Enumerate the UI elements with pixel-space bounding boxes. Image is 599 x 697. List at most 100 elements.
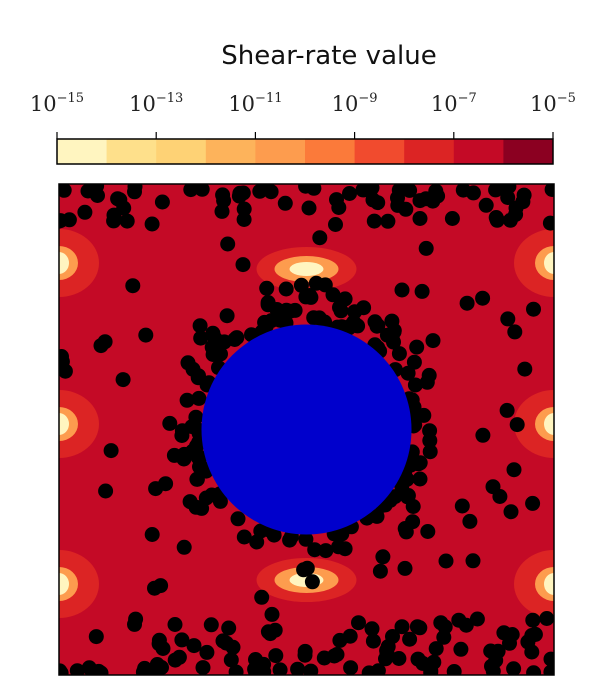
particle <box>422 444 438 460</box>
particle <box>414 283 430 299</box>
tick-exponent: −7 <box>458 91 477 106</box>
particle <box>379 327 395 343</box>
particle <box>428 641 444 657</box>
particle <box>272 662 288 675</box>
colorbar-segment <box>503 139 554 164</box>
particle <box>59 184 72 198</box>
particle <box>475 290 491 306</box>
particle <box>451 612 467 628</box>
tick-base: 10 <box>332 92 359 116</box>
particle <box>394 282 410 298</box>
particle <box>166 447 182 463</box>
edge-hotspot-outer <box>514 550 554 618</box>
particle <box>500 190 516 205</box>
particle <box>465 185 481 201</box>
particle <box>303 663 319 675</box>
particle <box>391 346 407 362</box>
particle <box>543 651 554 667</box>
particle <box>254 589 270 605</box>
colorbar-tick-label: 10−5 <box>530 91 576 116</box>
particle <box>351 615 366 631</box>
particle <box>375 549 391 565</box>
particle <box>180 355 196 371</box>
particle <box>437 619 453 635</box>
particle <box>298 289 314 305</box>
particle <box>260 624 276 640</box>
particle <box>81 660 97 675</box>
colorbar-segment <box>57 139 108 164</box>
particle <box>194 500 210 516</box>
colorbar-segment <box>404 139 455 164</box>
colorbar-segment <box>354 139 405 164</box>
particle <box>307 542 323 558</box>
particle <box>425 333 441 349</box>
particle <box>207 331 223 347</box>
particle <box>496 625 512 641</box>
colorbar-segment <box>205 139 256 164</box>
particle <box>380 213 396 229</box>
particle <box>215 633 231 649</box>
particle <box>287 302 303 318</box>
particle <box>399 471 415 487</box>
particle <box>485 663 501 675</box>
particle <box>328 217 343 232</box>
particle <box>89 184 105 194</box>
colorbar-tick-label: 10−13 <box>129 91 183 116</box>
particle <box>228 664 244 675</box>
particle <box>296 562 312 578</box>
colorbar-tick-label: 10−7 <box>431 91 477 116</box>
particle <box>235 257 251 273</box>
particle <box>444 211 460 226</box>
particle <box>259 280 275 296</box>
particle <box>475 427 491 443</box>
tick-exponent: −11 <box>255 91 282 106</box>
particle <box>144 216 160 232</box>
particle <box>365 633 381 649</box>
particle <box>356 184 372 198</box>
particle <box>509 417 525 433</box>
particle <box>416 407 432 423</box>
plot-frame <box>58 183 555 676</box>
particle <box>192 459 207 475</box>
particle <box>316 650 332 666</box>
particle <box>290 661 306 675</box>
colorbar-segment <box>453 139 504 164</box>
shear-rate-field <box>59 184 554 675</box>
edge-hotspot-peak <box>544 573 554 595</box>
particle <box>459 295 475 311</box>
particle <box>391 184 407 198</box>
particle <box>410 651 426 667</box>
cylinder-obstacle <box>201 324 412 535</box>
particle <box>192 318 208 334</box>
colorbar-tick-labels: 10−15 10−13 10−11 10−9 10−7 10−5 <box>30 91 576 139</box>
tick-base: 10 <box>30 92 57 116</box>
particle <box>372 563 388 579</box>
particle <box>195 660 211 675</box>
particle <box>144 527 160 542</box>
particle <box>517 361 533 377</box>
particle <box>409 339 425 355</box>
particle <box>500 311 516 327</box>
particle <box>503 504 519 520</box>
particle <box>308 275 324 291</box>
particle <box>306 310 322 326</box>
particle <box>268 648 284 664</box>
particle <box>171 649 187 665</box>
particle <box>174 632 190 648</box>
particle <box>103 443 119 459</box>
particle <box>506 462 522 478</box>
particle <box>318 543 334 559</box>
particle <box>223 652 239 668</box>
particle <box>176 539 192 555</box>
particle <box>524 644 540 660</box>
particle <box>221 620 237 636</box>
particle <box>507 324 523 340</box>
particle <box>97 334 113 350</box>
particle <box>325 287 341 303</box>
particle <box>138 327 154 343</box>
gap-hotspot-peak <box>289 262 324 276</box>
edge-hotspot-peak <box>59 573 69 595</box>
tick-base: 10 <box>129 92 156 116</box>
particle <box>293 277 309 293</box>
particle <box>499 402 515 418</box>
